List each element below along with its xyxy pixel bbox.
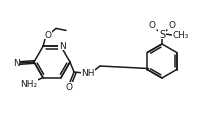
Text: N: N bbox=[59, 42, 65, 50]
Text: NH₂: NH₂ bbox=[20, 79, 38, 88]
Text: O: O bbox=[168, 21, 176, 30]
Text: O: O bbox=[45, 31, 51, 40]
Text: NH: NH bbox=[81, 69, 95, 78]
Text: CH₃: CH₃ bbox=[173, 31, 189, 40]
Text: O: O bbox=[148, 21, 155, 30]
Text: S: S bbox=[159, 30, 165, 40]
Text: O: O bbox=[66, 83, 72, 92]
Text: N: N bbox=[13, 59, 19, 68]
